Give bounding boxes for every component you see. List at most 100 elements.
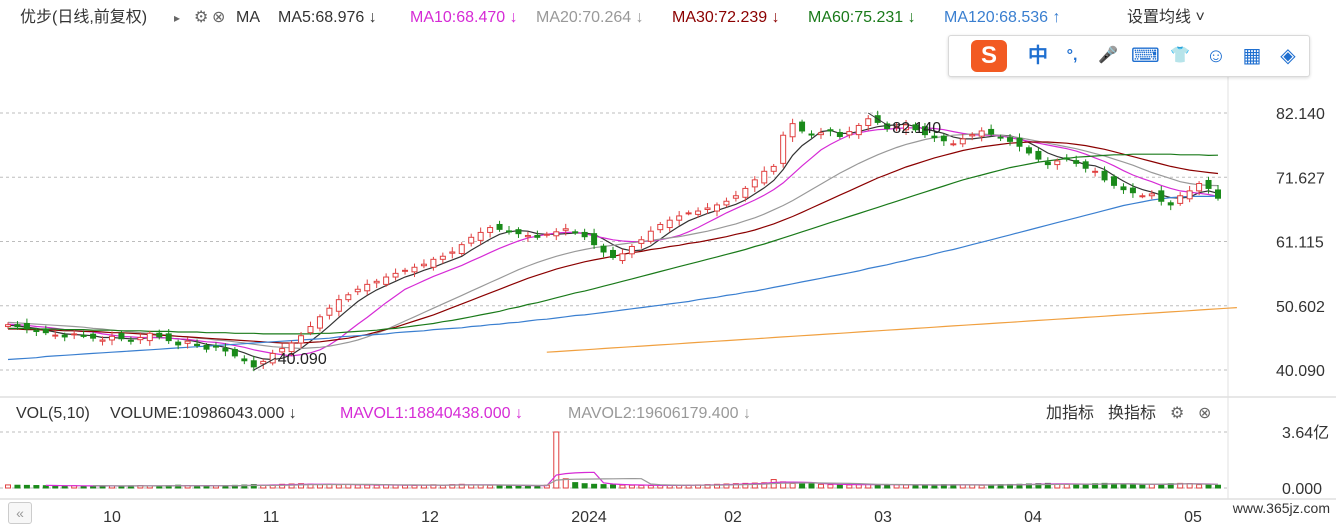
candle-body [1196, 183, 1203, 192]
watermark: www.365jz.com [1232, 500, 1330, 516]
volume-bar [742, 482, 749, 489]
candle-body [80, 334, 87, 337]
switch-indicator-button[interactable]: 换指标 [1108, 405, 1157, 422]
candle-body [789, 123, 796, 138]
volume-bar [354, 484, 361, 489]
volume-bar [893, 484, 900, 489]
candle-body [581, 231, 588, 238]
emoji-icon[interactable]: ☺ [1205, 45, 1227, 67]
ma-line-ma250 [546, 307, 1237, 353]
candle-body [231, 348, 238, 357]
candle-body [855, 124, 862, 136]
ma20-value: MA20:70.264 ↓ [536, 9, 644, 26]
candle-body [146, 332, 153, 342]
candle-body [1205, 179, 1212, 189]
candle-body [713, 204, 720, 212]
candle-body [997, 136, 1004, 139]
candle-body [524, 234, 531, 238]
price-tick-label: 50.602 [1276, 299, 1325, 316]
keyboard-icon[interactable]: ⌨ [1131, 45, 1160, 67]
volume-bar [732, 483, 739, 489]
volume-bar [33, 485, 40, 489]
mavol1-value: MAVOL1:18840438.000 ↓ [340, 405, 523, 422]
candle-body [600, 245, 607, 253]
price-tick-label: 71.627 [1276, 170, 1325, 187]
volume-bar [789, 482, 796, 489]
volume-tick-label: 0.000 [1282, 481, 1322, 498]
volume-bar [288, 483, 295, 489]
candle-body [676, 215, 683, 221]
candle-body [250, 360, 257, 368]
candle-body [893, 126, 900, 129]
month-label: 2024 [571, 509, 607, 526]
candle-body [619, 253, 626, 262]
candle-body [487, 227, 494, 233]
volume-close-icon[interactable]: ⊗ [1198, 405, 1212, 422]
price-tick-label: 61.115 [1276, 235, 1324, 252]
candle-body [534, 234, 541, 238]
ma10-value: MA10:68.470 ↓ [410, 9, 518, 26]
candle-body [42, 328, 49, 334]
volume-bar [553, 431, 560, 489]
month-label: 05 [1184, 509, 1202, 526]
volume-gear-icon[interactable]: ⚙ [1170, 405, 1185, 422]
microphone-icon[interactable]: 🎤 [1098, 47, 1118, 64]
volume-bar [1101, 482, 1108, 489]
sogou-logo[interactable]: S [971, 40, 1007, 72]
gear-icon[interactable]: ⚙ [194, 9, 209, 26]
volume-tick-label: 3.64亿 [1282, 424, 1329, 442]
add-indicator-button[interactable]: 加指标 [1046, 405, 1095, 422]
close-icon[interactable]: ⊗ [212, 9, 226, 26]
scroll-left-button[interactable]: « [8, 502, 32, 524]
candle-body [799, 121, 806, 132]
price-tick-label: 40.090 [1276, 363, 1325, 380]
candle-body [1016, 137, 1023, 147]
candle-body [610, 249, 616, 258]
candle-body [761, 170, 768, 184]
skin-icon[interactable]: 👕 [1170, 47, 1190, 64]
set-ma-button[interactable]: 设置均线 ˅ [1127, 9, 1205, 26]
price-tick-label: 82.140 [1276, 106, 1325, 123]
mavol2-line [93, 477, 1219, 487]
volume-bar [1196, 484, 1203, 489]
punctuation-icon[interactable]: °, [1066, 47, 1078, 64]
candle-body [33, 330, 40, 333]
candle-body [572, 231, 579, 234]
candle-body [411, 266, 418, 273]
ma5-value: MA5:68.976 ↓ [278, 9, 377, 26]
more-icon[interactable]: ◈ [1280, 45, 1296, 67]
candle-body [1120, 186, 1127, 191]
volume-bar [647, 485, 654, 489]
expand-icon[interactable]: ▸ [174, 11, 181, 25]
volume-bar [1044, 482, 1051, 489]
candle-body [71, 333, 78, 336]
candle-body [156, 332, 163, 338]
candle-body [562, 228, 569, 231]
volume-bar [1139, 484, 1146, 489]
stock-label: 优步(日线,前复权) [20, 9, 148, 26]
ime-toolbar: S 中 °, 🎤 ⌨ 👕 ☺ ▦ ◈ [948, 35, 1310, 77]
candle-body [988, 128, 995, 135]
candle-body [203, 344, 210, 350]
candle-body [827, 129, 834, 132]
candle-body [704, 207, 711, 211]
candle-body [477, 231, 484, 241]
month-label: 10 [103, 509, 121, 526]
volume-bar [1215, 484, 1221, 489]
candle-body [940, 135, 947, 142]
candle-body [1035, 150, 1042, 160]
volume-value: VOLUME:10986043.000 ↓ [110, 405, 297, 422]
candle-body [90, 333, 97, 339]
volume-bar [524, 485, 531, 489]
volume-bar [1073, 484, 1080, 489]
volume-bar [619, 484, 626, 489]
chinese-mode-icon[interactable]: 中 [1028, 45, 1048, 67]
toolbox-icon[interactable]: ▦ [1242, 45, 1262, 67]
ma-line-ma20 [7, 133, 1219, 350]
ma-line-ma10 [7, 127, 1219, 357]
volume-bar [581, 483, 588, 489]
month-label: 04 [1024, 509, 1042, 526]
candle-body [165, 333, 172, 342]
candle-body [1111, 176, 1118, 186]
